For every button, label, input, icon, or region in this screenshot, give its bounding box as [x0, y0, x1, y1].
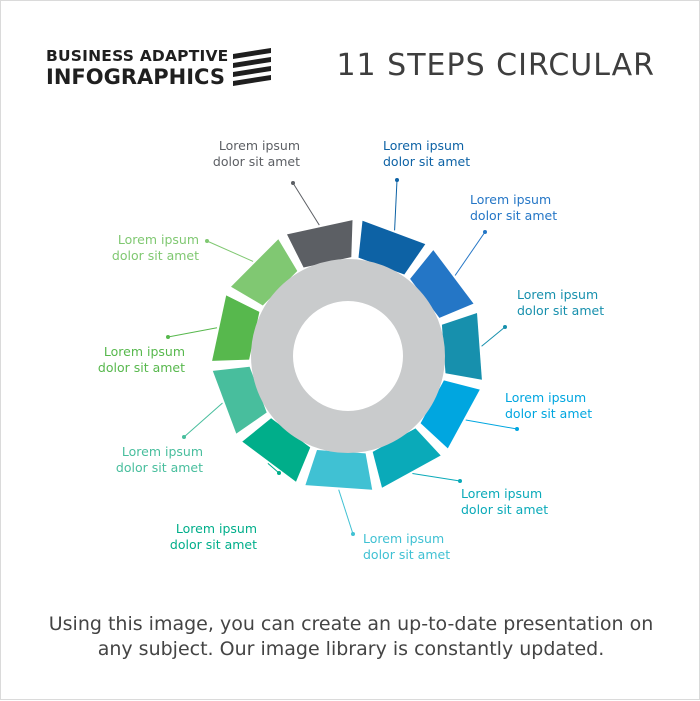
leader-dot-3: [503, 325, 507, 329]
leader-line-6: [338, 489, 354, 535]
step-label-line-2: dolor sit amet: [111, 247, 199, 263]
step-label-11: Lorem ipsum dolor sit amet: [150, 138, 300, 169]
step-label-4: Lorem ipsum dolor sit amet: [505, 390, 655, 421]
brand-logo: BUSINESS ADAPTIVE INFOGRAPHICS: [46, 47, 271, 89]
brand-line-1: BUSINESS ADAPTIVE: [46, 47, 229, 65]
leader-dot-8: [182, 435, 186, 439]
step-label-line-2: dolor sit amet: [115, 459, 203, 475]
step-segment-7: [242, 418, 311, 482]
brand-line-2: INFOGRAPHICS: [46, 65, 225, 89]
leader-dot-9: [166, 335, 170, 339]
leader-dot-5: [458, 479, 462, 483]
caption: Using this image, you can create an up-t…: [1, 612, 700, 662]
step-label-9: Lorem ipsum dolor sit amet: [35, 344, 185, 375]
step-label-5: Lorem ipsum dolor sit amet: [461, 486, 611, 517]
leader-dot-7: [277, 471, 281, 475]
step-label-line-2: dolor sit amet: [97, 359, 185, 375]
step-label-line-1: Lorem ipsum: [505, 390, 587, 405]
step-label-line-2: dolor sit amet: [470, 207, 558, 223]
leader-dot-2: [483, 230, 487, 234]
step-label-line-2: dolor sit amet: [517, 302, 605, 318]
leader-dot-1: [395, 178, 399, 182]
step-label-line-1: Lorem ipsum: [470, 192, 552, 207]
step-label-3: Lorem ipsum dolor sit amet: [517, 287, 667, 318]
diagonal-stripes-logo-icon: [233, 48, 271, 86]
step-label-7: Lorem ipsum dolor sit amet: [107, 521, 257, 552]
step-label-line-2: dolor sit amet: [169, 536, 257, 552]
leader-line-8: [183, 402, 223, 438]
step-segment-1: [358, 220, 426, 275]
step-label-line-1: Lorem ipsum: [218, 138, 300, 153]
leader-line-7: [267, 463, 280, 474]
step-label-6: Lorem ipsum dolor sit amet: [363, 531, 513, 562]
leader-dot-4: [515, 427, 519, 431]
step-label-line-1: Lorem ipsum: [383, 138, 465, 153]
step-label-8: Lorem ipsum dolor sit amet: [53, 444, 203, 475]
step-label-line-1: Lorem ipsum: [103, 344, 185, 359]
leader-line-4: [465, 419, 518, 430]
step-label-10: Lorem ipsum dolor sit amet: [49, 232, 199, 263]
step-segment-11: [287, 220, 353, 268]
leader-line-1: [394, 179, 398, 231]
step-label-line-2: dolor sit amet: [383, 153, 471, 169]
caption-line-1: Using this image, you can create an up-t…: [48, 613, 654, 635]
leader-line-9: [167, 327, 218, 338]
step-segment-8: [212, 366, 267, 434]
step-segment-2: [410, 250, 474, 318]
step-label-line-2: dolor sit amet: [363, 546, 451, 562]
step-segment-10: [231, 239, 298, 306]
step-label-line-2: dolor sit amet: [505, 405, 593, 421]
caption-line-2: any subject. Our image library is consta…: [97, 638, 605, 660]
step-label-line-1: Lorem ipsum: [461, 486, 543, 501]
step-segment-9: [212, 295, 260, 361]
step-label-1: Lorem ipsum dolor sit amet: [383, 138, 533, 169]
step-segment-3: [441, 313, 482, 380]
step-label-line-2: dolor sit amet: [212, 153, 300, 169]
leader-dot-6: [351, 532, 355, 536]
leader-line-5: [412, 473, 461, 482]
leader-line-11: [292, 182, 320, 226]
page-title: 11 STEPS CIRCULAR: [336, 48, 655, 83]
leader-line-3: [481, 326, 506, 347]
step-label-line-1: Lorem ipsum: [117, 232, 199, 247]
leader-dot-11: [291, 181, 295, 185]
leader-line-2: [454, 231, 486, 276]
step-label-2: Lorem ipsum dolor sit amet: [470, 192, 620, 223]
step-label-line-1: Lorem ipsum: [121, 444, 203, 459]
step-label-line-2: dolor sit amet: [461, 501, 549, 517]
leader-line-10: [206, 240, 254, 262]
step-segment-6: [305, 450, 373, 490]
center-ring: [251, 259, 445, 453]
step-label-line-1: Lorem ipsum: [363, 531, 445, 546]
step-label-line-1: Lorem ipsum: [175, 521, 257, 536]
leader-dot-10: [205, 239, 209, 243]
step-label-line-1: Lorem ipsum: [517, 287, 599, 302]
